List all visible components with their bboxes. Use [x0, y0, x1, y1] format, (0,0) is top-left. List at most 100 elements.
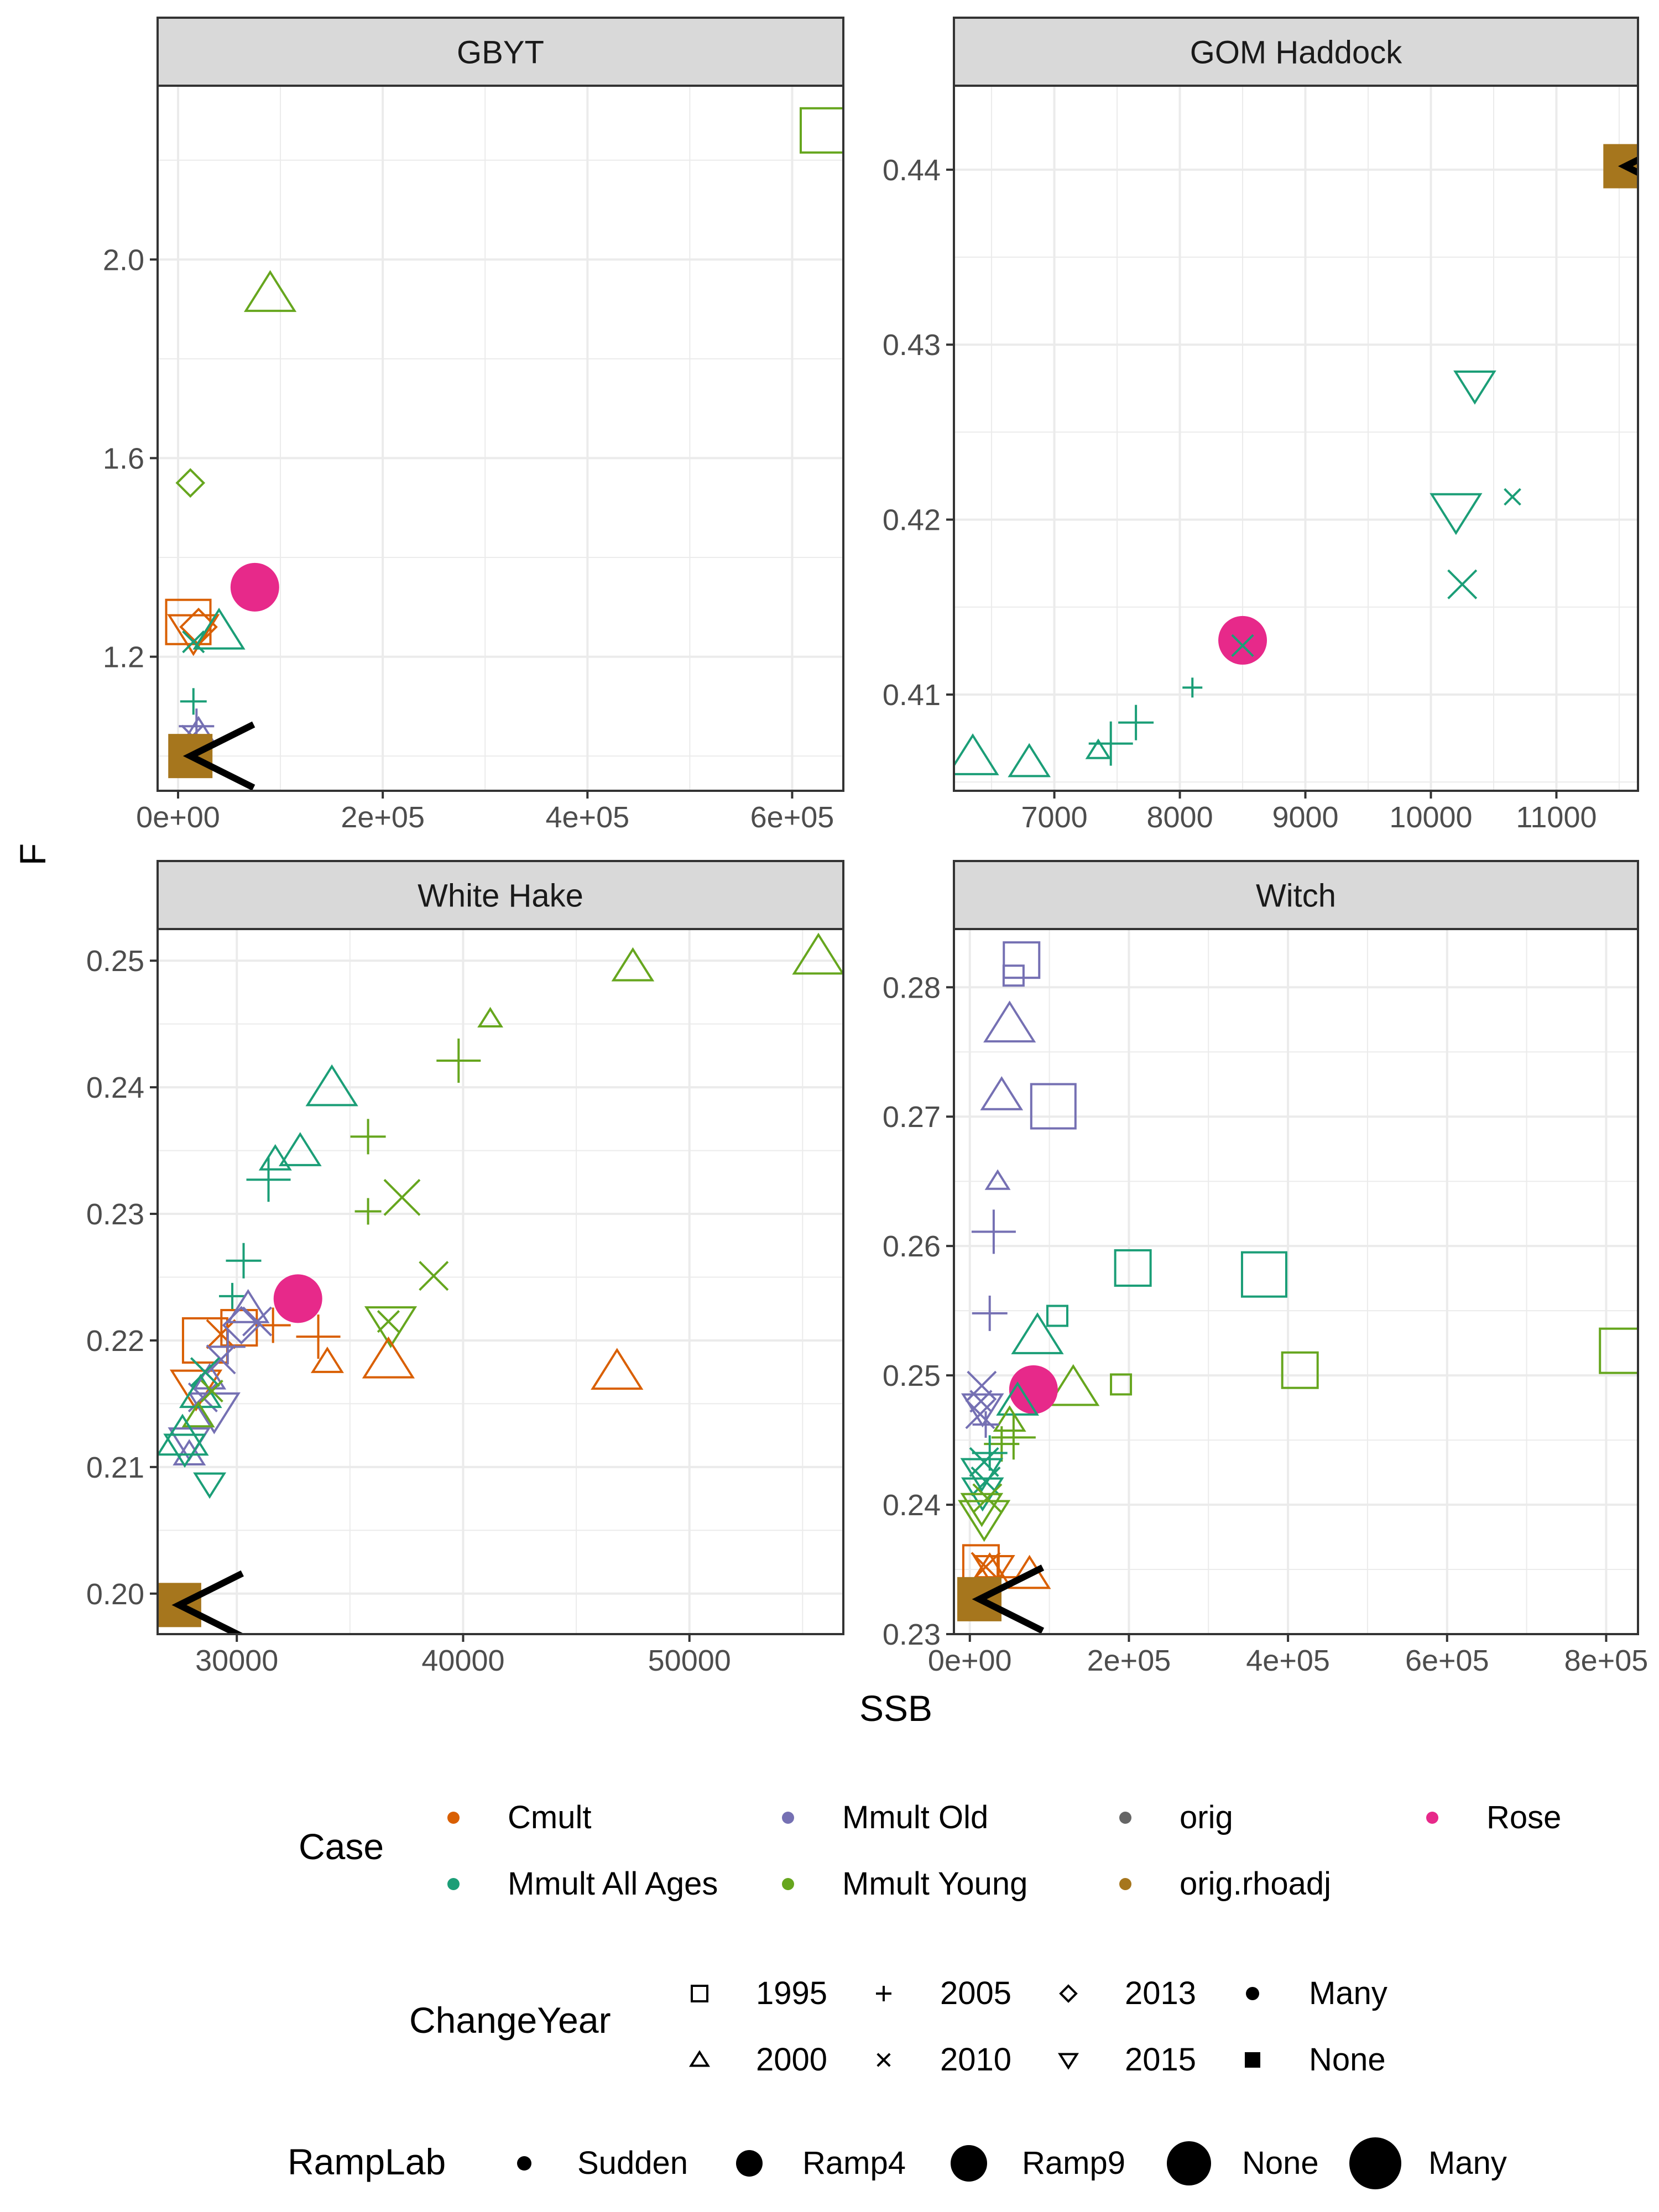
data-point — [958, 1500, 1011, 1542]
data-point — [158, 1413, 209, 1456]
data-point — [1003, 941, 1041, 979]
legend-changeyear-item: Many — [1246, 1975, 1387, 2011]
data-point — [200, 1379, 223, 1403]
data-point — [242, 1306, 273, 1337]
legend-key — [782, 1812, 794, 1824]
panel-background — [158, 86, 843, 791]
data-points — [957, 941, 1638, 1634]
data-point — [296, 1314, 341, 1359]
x-tick-label: 6e+05 — [1405, 1644, 1489, 1677]
panel-border — [953, 85, 1639, 792]
data-point — [971, 1209, 1016, 1254]
panel-border — [156, 928, 844, 1635]
gridlines — [158, 86, 843, 791]
legend-case-item: Rose — [1426, 1799, 1561, 1835]
legend-label: 1995 — [756, 1975, 827, 2011]
y-tick-label: 0.25 — [86, 945, 144, 978]
legend: Case Cmult Mmult Old orig Rose Mmult All Age… — [288, 1799, 1561, 2189]
y-tick-label: 0.44 — [883, 154, 941, 187]
data-point — [1114, 1249, 1152, 1287]
data-point — [193, 1472, 227, 1499]
panel-background — [954, 929, 1638, 1634]
facet-title: Witch — [1256, 878, 1336, 914]
data-point — [799, 107, 843, 154]
legend-ramplab-item: Many — [1349, 2137, 1507, 2189]
legend-label: None — [1309, 2042, 1386, 2078]
data-point — [960, 1493, 1004, 1527]
facet-title: White Hake — [418, 878, 583, 914]
legend-case-item: Mmult Old — [782, 1799, 988, 1835]
data-point — [173, 1439, 206, 1465]
legend-key — [782, 1878, 794, 1890]
legend-key — [1167, 2141, 1211, 2185]
panel-white-hake: White Hake 30000 40000 50000 0.20 0.21 0.22 0.2… — [86, 860, 844, 1677]
data-point — [972, 1435, 1008, 1471]
legend-ramplab-item: Sudden — [517, 2145, 688, 2181]
y-tick-label: 1.2 — [103, 641, 144, 674]
legend-ramplab-item: None — [1167, 2141, 1319, 2185]
legend-label: 2013 — [1125, 1975, 1196, 2011]
data-point — [1085, 738, 1112, 759]
legend-key — [1119, 1812, 1131, 1824]
data-point — [1430, 493, 1483, 535]
data-point — [1231, 634, 1254, 658]
panel-border — [953, 928, 1639, 1635]
data-point — [182, 721, 255, 791]
x-tick-label: 50000 — [648, 1644, 731, 1677]
legend-key — [447, 1812, 460, 1824]
axis-ticks: 0e+00 2e+05 4e+05 6e+05 8e+05 0.23 0.24 0.25 0.2… — [883, 971, 1648, 1677]
data-points — [158, 932, 843, 1634]
data-point — [611, 947, 655, 982]
facet-strip — [953, 860, 1639, 930]
legend-label: Ramp4 — [802, 2145, 906, 2181]
data-point — [972, 1555, 1015, 1589]
y-tick-label: 0.24 — [86, 1071, 144, 1104]
y-tick-label: 0.43 — [883, 328, 941, 362]
data-point — [222, 1306, 261, 1345]
data-point — [354, 1198, 382, 1225]
data-point — [181, 1401, 215, 1428]
data-point — [972, 1295, 1008, 1331]
legend-label: orig — [1180, 1799, 1233, 1835]
data-point — [362, 1336, 415, 1379]
legend-changeyear-item: 2010 — [877, 2042, 1011, 2078]
legend-key — [951, 2145, 987, 2182]
legend-case-items: Cmult Mmult Old orig Rose Mmult All Ages Mmul… — [447, 1799, 1561, 1902]
data-point — [436, 1039, 481, 1083]
data-point — [991, 1415, 1036, 1460]
legend-key — [877, 2053, 891, 2067]
data-point — [1281, 1351, 1319, 1389]
data-point — [310, 1347, 344, 1373]
x-tick-label: 8e+05 — [1564, 1644, 1648, 1677]
x-tick-label: 6e+05 — [750, 801, 834, 834]
data-point — [192, 607, 246, 650]
facet-title: GOM Haddock — [1190, 35, 1403, 71]
y-tick-label: 0.24 — [883, 1489, 941, 1522]
legend-label: Mmult All Ages — [508, 1866, 718, 1902]
legend-label: 2000 — [756, 2042, 827, 2078]
data-point — [477, 1006, 504, 1028]
x-tick-label: 10000 — [1389, 801, 1472, 834]
data-point — [1599, 1327, 1638, 1374]
data-point — [1182, 677, 1203, 698]
panel-gbyt: GBYT 0e+00 2e+05 4e+05 6e+05 1.2 1.6 2.0 — [103, 17, 844, 834]
legend-changeyear-item: 2015 — [1057, 2042, 1196, 2078]
data-point — [591, 1348, 644, 1390]
legend-key — [517, 2156, 531, 2171]
data-points — [165, 107, 843, 791]
legend-label: Rose — [1486, 1799, 1561, 1835]
data-point — [972, 1564, 1045, 1634]
data-point — [1447, 569, 1478, 599]
legend-case-item: orig.rhoadj — [1119, 1866, 1331, 1902]
legend-label: Many — [1309, 1975, 1387, 2011]
x-tick-label: 8000 — [1146, 801, 1213, 834]
data-point — [364, 1306, 418, 1348]
legend-key — [1246, 1987, 1259, 2000]
legend-changeyear-items: 1995 2005 2013 Many 2000 2010 2015 None — [688, 1975, 1387, 2078]
x-tick-label: 30000 — [195, 1644, 278, 1677]
legend-key — [1119, 1878, 1131, 1890]
data-point — [206, 1319, 236, 1349]
data-point — [1110, 1373, 1133, 1396]
legend-label: 2005 — [940, 1975, 1011, 2011]
legend-label: Many — [1428, 2145, 1507, 2181]
